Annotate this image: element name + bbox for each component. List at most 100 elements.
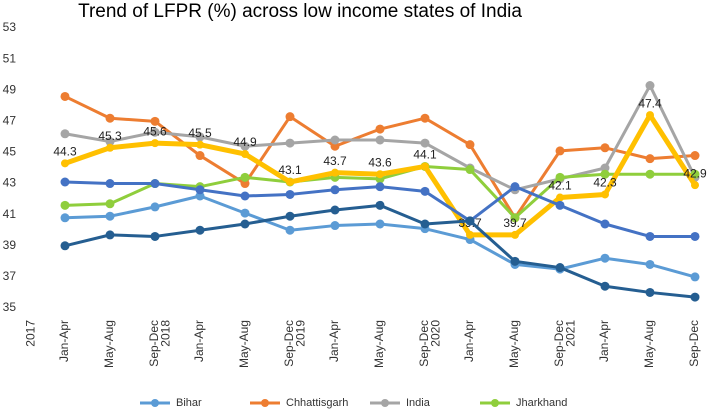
y-tick-label: 53 (3, 20, 17, 34)
x-tick-label: Jan-Apr (192, 320, 206, 362)
x-tick-label: Jan-Apr (462, 320, 476, 362)
x-tick-label: May-Aug (372, 320, 386, 368)
y-tick-label: 39 (3, 238, 17, 252)
chart-title: Trend of LFPR (%) across low income stat… (78, 1, 522, 22)
point (105, 137, 115, 147)
point (511, 230, 519, 239)
year-label: 2019 (293, 320, 307, 347)
point (60, 241, 70, 251)
year-label: 2017 (23, 320, 37, 347)
point (420, 186, 430, 196)
point (690, 272, 700, 282)
point (420, 138, 430, 148)
y-tick-label: 49 (3, 82, 17, 96)
y-tick-label: 35 (3, 300, 17, 314)
data-label: 43.1 (278, 163, 302, 177)
point (240, 141, 250, 151)
data-label: 44.9 (233, 135, 257, 149)
point (645, 287, 655, 297)
point (510, 256, 520, 266)
legend-marker (381, 399, 389, 407)
point (240, 219, 250, 229)
point (421, 162, 429, 171)
point (195, 191, 205, 201)
year-label: 2020 (428, 320, 442, 347)
point (330, 141, 340, 151)
point (600, 169, 610, 179)
point (330, 221, 340, 231)
year-label: 2018 (158, 320, 172, 347)
y-tick-label: 51 (3, 51, 17, 65)
point (150, 202, 160, 212)
point (60, 200, 70, 210)
data-label: 42.9 (683, 166, 707, 180)
point (466, 230, 474, 239)
point (240, 208, 250, 218)
point (105, 199, 115, 209)
data-label: 42.1 (548, 179, 572, 193)
point (285, 225, 295, 235)
point (285, 112, 295, 122)
point (195, 185, 205, 195)
point (105, 230, 115, 240)
point (105, 113, 115, 123)
x-tick-label: Sep-Dec (282, 320, 296, 367)
point (645, 154, 655, 164)
x-tick-label: Jan-Apr (57, 320, 71, 362)
y-tick-label: 41 (3, 207, 17, 221)
point (61, 159, 69, 168)
point (465, 216, 475, 226)
point (60, 91, 70, 101)
legend-item: India (370, 397, 431, 409)
point (105, 211, 115, 221)
x-tick-label: Jan-Apr (327, 320, 341, 362)
point (690, 292, 700, 302)
point (690, 169, 700, 179)
point (645, 231, 655, 241)
point (240, 172, 250, 182)
point (600, 253, 610, 263)
data-label: 43.6 (368, 155, 392, 169)
legend-label: India (406, 397, 431, 409)
data-label: 45.3 (98, 129, 122, 143)
point (285, 189, 295, 199)
point (150, 231, 160, 241)
y-tick-label: 43 (3, 176, 17, 190)
data-label: 43.7 (323, 154, 347, 168)
y-tick-label: 47 (3, 114, 17, 128)
point (331, 168, 339, 177)
data-label: 45.6 (143, 124, 167, 138)
point (555, 200, 565, 210)
point (645, 259, 655, 269)
point (375, 219, 385, 229)
x-tick-label: May-Aug (642, 320, 656, 368)
point (645, 169, 655, 179)
point (555, 146, 565, 156)
x-tick-label: Sep-Dec (552, 320, 566, 367)
point (60, 213, 70, 223)
legend-label: Jharkhand (516, 397, 567, 409)
point (60, 129, 70, 139)
point (375, 200, 385, 210)
point (285, 211, 295, 221)
x-tick-label: May-Aug (507, 320, 521, 368)
point (645, 81, 655, 91)
x-tick-label: Sep-Dec (417, 320, 431, 367)
point (465, 140, 475, 150)
year-label: 2021 (563, 320, 577, 347)
point (375, 182, 385, 192)
series-line (64, 203, 696, 299)
point (195, 225, 205, 235)
y-tick-label: 37 (3, 269, 17, 283)
point (555, 263, 565, 273)
x-tick-label: May-Aug (237, 320, 251, 368)
point (106, 143, 114, 152)
point (556, 193, 564, 202)
point (150, 116, 160, 126)
point (646, 111, 654, 120)
point (465, 165, 475, 175)
legend-marker (491, 399, 499, 407)
point (195, 132, 205, 142)
data-label: 39.7 (503, 216, 527, 230)
point (420, 219, 430, 229)
